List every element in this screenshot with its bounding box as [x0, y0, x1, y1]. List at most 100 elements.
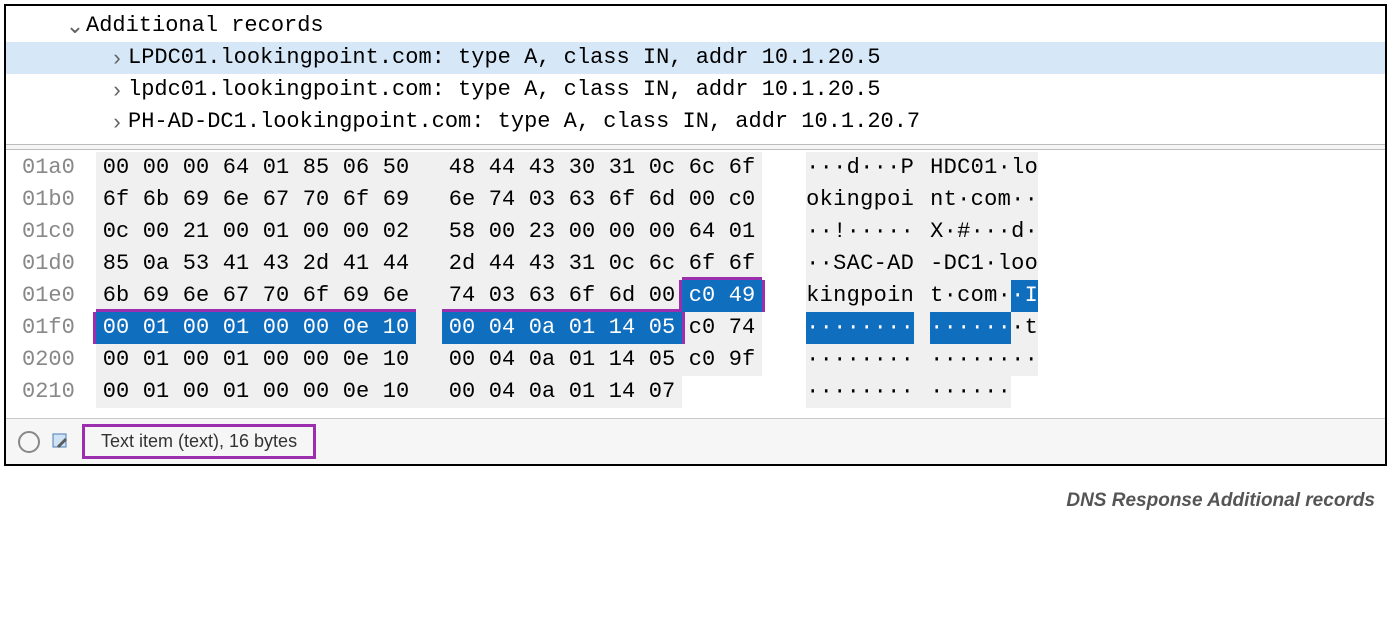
ascii-char[interactable]: ·: [860, 344, 874, 376]
ascii-char[interactable]: ·: [998, 216, 1012, 248]
hex-byte[interactable]: 10: [376, 312, 416, 344]
hex-byte[interactable]: 00: [642, 216, 682, 248]
ascii-char[interactable]: m: [998, 184, 1012, 216]
ascii-char[interactable]: k: [820, 184, 834, 216]
ascii-char[interactable]: p: [860, 280, 874, 312]
hex-byte[interactable]: 6f: [336, 184, 376, 216]
ascii-char[interactable]: d: [847, 152, 861, 184]
hex-byte[interactable]: 04: [482, 376, 522, 408]
ascii-char[interactable]: ·: [957, 344, 971, 376]
hex-byte[interactable]: 10: [376, 344, 416, 376]
ascii-char[interactable]: ·: [998, 312, 1012, 344]
ascii-char[interactable]: ·: [806, 216, 820, 248]
hex-byte[interactable]: 01: [562, 376, 602, 408]
ascii-char[interactable]: ·: [874, 376, 888, 408]
hex-byte[interactable]: 01: [256, 216, 296, 248]
ascii-char[interactable]: o: [1025, 152, 1039, 184]
hex-byte[interactable]: 00: [136, 152, 176, 184]
ascii-char[interactable]: ·: [944, 216, 958, 248]
ascii-char[interactable]: ·: [971, 376, 985, 408]
hex-byte[interactable]: 43: [256, 248, 296, 280]
hex-byte[interactable]: 00: [296, 376, 336, 408]
ascii-char[interactable]: A: [887, 248, 901, 280]
ascii-char[interactable]: ·: [944, 376, 958, 408]
hex-byte[interactable]: 01: [216, 344, 256, 376]
ascii-char[interactable]: ·: [1011, 184, 1025, 216]
hex-byte[interactable]: 69: [376, 184, 416, 216]
ascii-char[interactable]: o: [874, 280, 888, 312]
hex-row[interactable]: 01d0850a5341432d41442d4443310c6c6f6f··SA…: [6, 248, 1385, 280]
hex-byte[interactable]: c0: [682, 312, 722, 344]
hex-byte[interactable]: 00: [176, 344, 216, 376]
hex-byte[interactable]: 00: [256, 344, 296, 376]
hex-row[interactable]: 02000001000100000e1000040a011405c09f····…: [6, 344, 1385, 376]
ascii-char[interactable]: !: [833, 216, 847, 248]
hex-byte[interactable]: c0: [682, 280, 722, 312]
hex-byte[interactable]: 67: [216, 280, 256, 312]
hex-byte[interactable]: 70: [296, 184, 336, 216]
chevron-right-icon[interactable]: ›: [106, 74, 128, 106]
hex-byte[interactable]: 6f: [96, 184, 136, 216]
hex-byte[interactable]: 0e: [336, 344, 376, 376]
hex-byte[interactable]: 04: [482, 344, 522, 376]
hex-byte[interactable]: 01: [216, 312, 256, 344]
ascii-char[interactable]: ·: [957, 376, 971, 408]
hex-byte[interactable]: 00: [96, 344, 136, 376]
hex-byte[interactable]: 6f: [562, 280, 602, 312]
hex-byte[interactable]: 0a: [136, 248, 176, 280]
hex-byte[interactable]: 00: [482, 216, 522, 248]
hex-byte[interactable]: 00: [296, 312, 336, 344]
hex-byte[interactable]: 01: [562, 312, 602, 344]
ascii-char[interactable]: ·: [820, 216, 834, 248]
ascii-char[interactable]: ·: [901, 344, 915, 376]
hex-byte[interactable]: 00: [642, 280, 682, 312]
ascii-char[interactable]: ·: [806, 376, 820, 408]
hex-byte[interactable]: 23: [522, 216, 562, 248]
hex-byte[interactable]: 69: [136, 280, 176, 312]
tree-record-row[interactable]: ›lpdc01.lookingpoint.com: type A, class …: [6, 74, 1385, 106]
hex-byte[interactable]: 00: [442, 376, 482, 408]
chevron-down-icon[interactable]: ⌄: [64, 10, 86, 42]
ascii-char[interactable]: ·: [901, 376, 915, 408]
ascii-char[interactable]: ·: [984, 216, 998, 248]
hex-byte[interactable]: 6f: [722, 248, 762, 280]
ascii-char[interactable]: ·: [820, 248, 834, 280]
hex-byte[interactable]: 00: [442, 312, 482, 344]
hex-byte[interactable]: 03: [482, 280, 522, 312]
hex-byte[interactable]: 01: [216, 376, 256, 408]
hex-byte[interactable]: 30: [562, 152, 602, 184]
ascii-char[interactable]: k: [806, 280, 820, 312]
hex-byte[interactable]: 0c: [642, 152, 682, 184]
ascii-char[interactable]: X: [930, 216, 944, 248]
ascii-char[interactable]: ·: [833, 152, 847, 184]
chevron-right-icon[interactable]: ›: [106, 106, 128, 138]
ascii-char[interactable]: ·: [806, 344, 820, 376]
ascii-char[interactable]: ·: [847, 216, 861, 248]
hex-byte[interactable]: 00: [96, 152, 136, 184]
tree-record-row[interactable]: ›LPDC01.lookingpoint.com: type A, class …: [6, 42, 1385, 74]
hex-byte[interactable]: 01: [256, 152, 296, 184]
hex-byte[interactable]: 0a: [522, 376, 562, 408]
ascii-char[interactable]: [1011, 376, 1025, 408]
ascii-char[interactable]: ·: [984, 344, 998, 376]
hex-byte[interactable]: 00: [96, 312, 136, 344]
ascii-char[interactable]: m: [984, 280, 998, 312]
hex-byte[interactable]: 58: [442, 216, 482, 248]
hex-byte[interactable]: 41: [336, 248, 376, 280]
hex-byte[interactable]: 01: [136, 376, 176, 408]
ascii-char[interactable]: ·: [930, 312, 944, 344]
hex-byte[interactable]: 6e: [176, 280, 216, 312]
ascii-char[interactable]: l: [998, 248, 1012, 280]
hex-byte[interactable]: 9f: [722, 344, 762, 376]
hex-byte[interactable]: c0: [682, 344, 722, 376]
ascii-char[interactable]: ·: [820, 344, 834, 376]
hex-byte[interactable]: 0e: [336, 312, 376, 344]
hex-byte[interactable]: 0e: [336, 376, 376, 408]
hex-byte[interactable]: 44: [482, 152, 522, 184]
hex-row[interactable]: 01c00c002100010000025800230000006401··!·…: [6, 216, 1385, 248]
hex-byte[interactable]: 31: [602, 152, 642, 184]
hex-byte[interactable]: 53: [176, 248, 216, 280]
hex-byte[interactable]: [722, 376, 762, 408]
hex-byte[interactable]: 6d: [602, 280, 642, 312]
hex-byte[interactable]: 00: [296, 344, 336, 376]
